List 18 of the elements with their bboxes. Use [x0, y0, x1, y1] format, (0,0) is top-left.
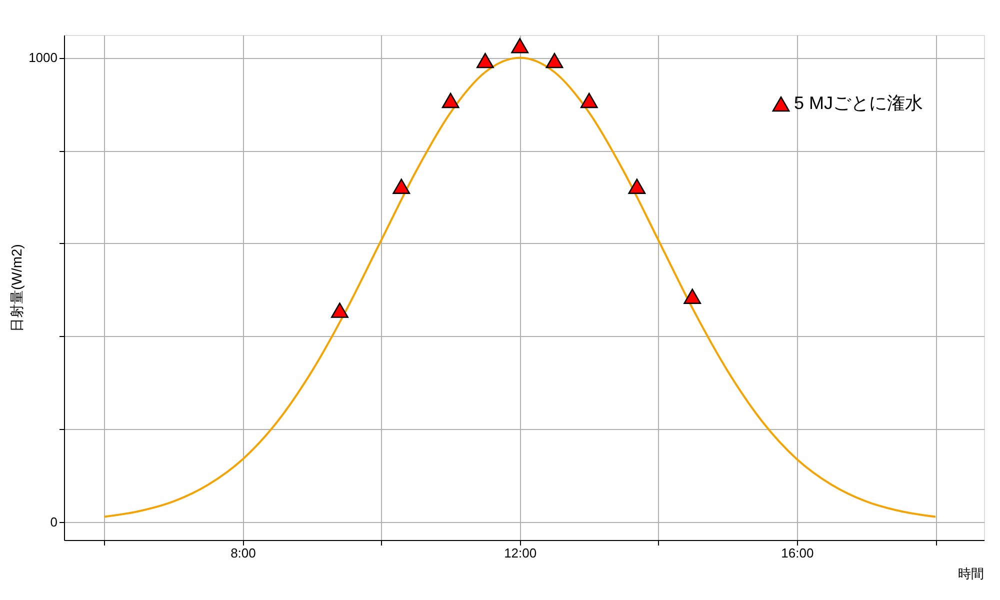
x-tick-label: 12:00 — [504, 546, 537, 560]
y-axis-title: 日射量(W/m2) — [8, 244, 25, 332]
x-tick-label: 16:00 — [781, 546, 814, 560]
y-tick-label: 0 — [50, 514, 58, 530]
point — [442, 92, 460, 108]
point — [580, 92, 598, 108]
point — [476, 52, 494, 68]
point — [511, 38, 529, 54]
legend-label: 5 MJごとに潅水 — [794, 93, 924, 113]
point — [331, 302, 348, 318]
point — [392, 178, 410, 194]
x-axis-title: 時間 — [958, 566, 984, 581]
point — [628, 178, 646, 194]
point — [546, 52, 564, 68]
x-tick-label: 8:00 — [230, 546, 256, 560]
y-tick-label: 1000 — [28, 50, 58, 66]
point — [684, 288, 702, 304]
line-series — [103, 56, 937, 518]
